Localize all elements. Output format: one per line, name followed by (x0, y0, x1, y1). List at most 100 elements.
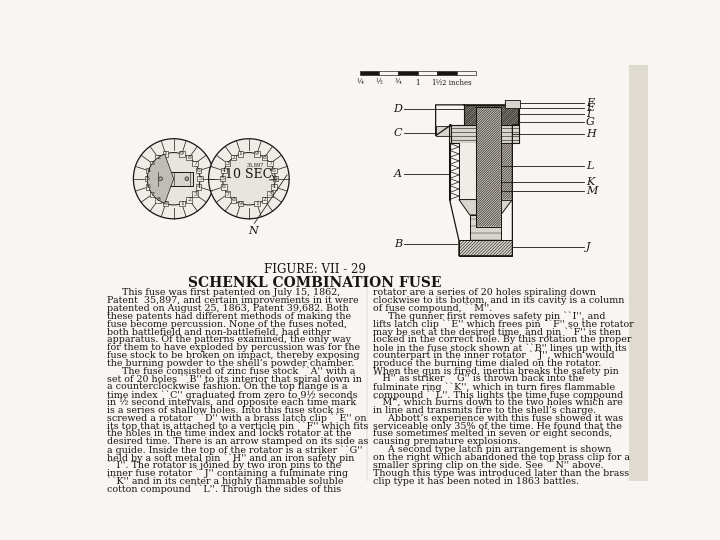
Bar (230, 197, 236, 202)
Text: 3: 3 (193, 192, 197, 197)
Text: 2: 2 (262, 198, 266, 202)
Bar (197, 176, 203, 181)
Bar (459, 240, 513, 256)
Text: in ½ second intervals, and opposite each time mark: in ½ second intervals, and opposite each… (107, 398, 356, 407)
Text: a counterclockwise fashion. On the top flange is a: a counterclockwise fashion. On the top f… (107, 382, 348, 392)
Text: J: J (586, 241, 590, 252)
Text: time index ``C'' graduated from zero to 9½ seconds: time index ``C'' graduated from zero to … (107, 390, 358, 400)
Text: 1: 1 (415, 79, 420, 86)
Text: 3: 3 (150, 161, 154, 166)
Bar (261, 197, 267, 202)
Bar (221, 184, 227, 190)
Text: smaller spring clip on the side. See ``N'' above.: smaller spring clip on the side. See ``N… (373, 461, 603, 470)
Text: 6: 6 (272, 168, 276, 173)
Text: is a series of shallow holes. Into this fuse stock is: is a series of shallow holes. Into this … (107, 406, 344, 415)
Text: 5: 5 (198, 176, 202, 181)
Text: ¼: ¼ (356, 79, 363, 86)
Text: the burning powder to the shell’s powder chamber.: the burning powder to the shell’s powder… (107, 359, 354, 368)
Text: M: M (586, 186, 598, 196)
Text: 8: 8 (187, 155, 192, 160)
Text: in line and transmits fire to the shell’s charge.: in line and transmits fire to the shell’… (373, 406, 596, 415)
Text: for them to have exploded by percussion was for the: for them to have exploded by percussion … (107, 343, 360, 352)
Text: Patent  35,897, and certain improvements in it were: Patent 35,897, and certain improvements … (107, 296, 359, 305)
Text: N: N (248, 226, 258, 237)
Bar (220, 176, 225, 181)
Text: 9: 9 (239, 201, 243, 206)
Bar (268, 161, 273, 166)
Text: D: D (393, 104, 402, 114)
Bar (150, 192, 155, 197)
Text: 10 SEC: 10 SEC (225, 168, 272, 181)
Bar (271, 168, 276, 173)
Circle shape (133, 139, 214, 219)
Text: ``I''. The rotator is joined by two iron pins to the: ``I''. The rotator is joined by two iron… (107, 461, 341, 470)
Text: 7: 7 (193, 161, 197, 166)
Bar (156, 155, 161, 160)
Text: I: I (586, 109, 590, 119)
Bar (186, 197, 192, 202)
Text: both battlefield and non-battlefield, had either: both battlefield and non-battlefield, ha… (107, 327, 331, 336)
Bar (150, 161, 155, 166)
Text: causing premature explosions.: causing premature explosions. (373, 437, 521, 447)
Bar (268, 192, 273, 197)
Bar (451, 125, 518, 143)
Text: C: C (394, 127, 402, 138)
Text: clip type it has been noted in 1863 battles.: clip type it has been noted in 1863 batt… (373, 477, 579, 485)
Text: The gunner first removes safety pin ``I'', and: The gunner first removes safety pin ``I'… (373, 312, 606, 321)
Text: Though this type was introduced later than the brass: Though this type was introduced later th… (373, 469, 629, 478)
Bar (196, 184, 202, 190)
Text: set of 20 holes ``B'' to its interior that spiral down in: set of 20 holes ``B'' to its interior th… (107, 375, 362, 384)
Polygon shape (148, 154, 174, 204)
Text: 1: 1 (163, 151, 168, 157)
Text: 7: 7 (225, 192, 230, 197)
Circle shape (222, 153, 275, 205)
Text: 2 inches: 2 inches (442, 79, 472, 86)
Text: 5: 5 (145, 176, 149, 181)
Text: rotator are a series of 20 holes spiraling down: rotator are a series of 20 holes spirali… (373, 288, 595, 297)
Text: desired time. There is an arrow stamped on its side as: desired time. There is an arrow stamped … (107, 437, 369, 447)
Text: SCHENKL COMBINATION FUSE: SCHENKL COMBINATION FUSE (188, 276, 441, 290)
Text: ``H'' as striker ``G'' is thrown back into the: ``H'' as striker ``G'' is thrown back in… (373, 375, 584, 383)
Circle shape (209, 139, 289, 219)
Text: cotton compound ``L''. Through the sides of this: cotton compound ``L''. Through the sides… (107, 484, 341, 494)
Bar (192, 161, 198, 166)
Bar (464, 105, 518, 125)
Bar (398, 71, 418, 75)
Bar (179, 201, 184, 206)
Text: 6: 6 (197, 168, 201, 173)
Text: 4: 4 (222, 168, 226, 173)
Text: fuse stock to be broken on impact, thereby exposing: fuse stock to be broken on impact, there… (107, 351, 360, 360)
Text: 5: 5 (273, 176, 277, 181)
Bar (221, 168, 227, 173)
Bar (238, 201, 243, 206)
Text: may be set at the desired time, and pin ``F'' is then: may be set at the desired time, and pin … (373, 327, 621, 337)
Bar (145, 176, 150, 181)
Bar (629, 65, 648, 481)
Text: hole in the fuse stock shown at ``B'' lines up with its: hole in the fuse stock shown at ``B'' li… (373, 343, 626, 353)
Text: these patents had different methods of making the: these patents had different methods of m… (107, 312, 351, 321)
Text: F: F (586, 98, 594, 109)
Bar (156, 197, 161, 202)
Bar (418, 71, 437, 75)
Bar (272, 176, 278, 181)
Text: of fuse compound, ``M''.: of fuse compound, ``M''. (373, 304, 492, 313)
Text: FIGURE: VII - 29: FIGURE: VII - 29 (264, 264, 366, 276)
Text: apparatus. Of the patterns examined, the only way: apparatus. Of the patterns examined, the… (107, 335, 351, 344)
Text: G: G (586, 117, 595, 127)
Text: B: B (395, 239, 402, 249)
Text: Abbott’s experience with this fuse showed it was: Abbott’s experience with this fuse showe… (373, 414, 623, 423)
Text: held by a soft metal pin ``H'' and an iron safety pin: held by a soft metal pin ``H'' and an ir… (107, 453, 354, 463)
Text: 7: 7 (150, 192, 154, 197)
Polygon shape (459, 200, 513, 215)
Text: 1½: 1½ (431, 79, 443, 86)
Text: A: A (395, 169, 402, 179)
Text: ¾: ¾ (395, 79, 402, 86)
Text: 3: 3 (268, 192, 272, 197)
Text: screwed a rotator ``D'' with a brass latch clip ``E'' on: screwed a rotator ``D'' with a brass lat… (107, 414, 366, 423)
Text: clockwise to its bottom, and in its cavity is a column: clockwise to its bottom, and in its cavi… (373, 296, 624, 305)
Bar (459, 143, 500, 200)
Text: fulminate ring ``K'', which in turn fires flammable: fulminate ring ``K'', which in turn fire… (373, 382, 615, 392)
Text: L: L (586, 161, 593, 171)
Text: 2: 2 (187, 198, 192, 202)
Text: 8: 8 (231, 198, 235, 202)
